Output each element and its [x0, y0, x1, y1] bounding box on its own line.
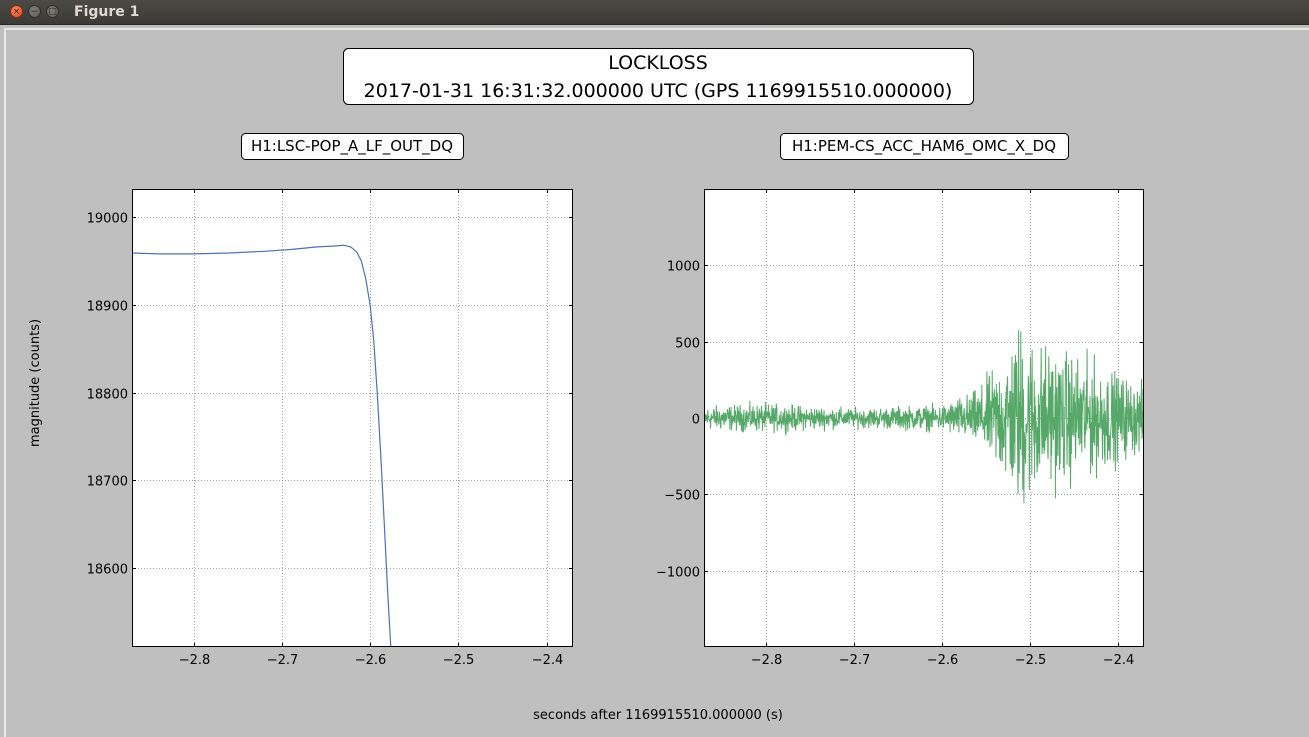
- maximize-icon: □: [48, 7, 57, 17]
- y-tick-label: 19000: [87, 212, 128, 227]
- x-tick-label: −2.5: [443, 653, 475, 668]
- y-tick-label: −1000: [656, 566, 700, 581]
- y-axis-label: magnitude (counts): [28, 319, 43, 447]
- window-title: Figure 1: [74, 4, 140, 20]
- axes-frame: [704, 189, 1144, 647]
- left-axes-title-box: [241, 133, 464, 160]
- y-tick-label: 1000: [667, 260, 700, 275]
- y-tick-label: 500: [675, 337, 700, 352]
- maximize-window-button[interactable]: □: [46, 5, 59, 18]
- right-axes-title: H1:PEM-CS_ACC_HAM6_OMC_X_DQ: [792, 137, 1056, 156]
- close-window-button[interactable]: ×: [10, 5, 23, 18]
- y-tick-label: 18900: [87, 300, 128, 315]
- x-tick-label: −2.4: [1103, 653, 1135, 668]
- close-icon: ×: [12, 7, 21, 17]
- x-tick-label: −2.8: [179, 653, 211, 668]
- y-tick-label: −500: [664, 489, 700, 504]
- plot-area: [132, 189, 573, 647]
- x-tick-label: −2.6: [355, 653, 387, 668]
- x-tick-label: −2.7: [839, 653, 871, 668]
- minimize-icon: −: [30, 7, 39, 17]
- y-tick-label: 18800: [87, 388, 128, 403]
- window-titlebar: × − □ Figure 1: [0, 0, 1309, 25]
- suptitle-line1: LOCKLOSS: [608, 52, 708, 74]
- figure-canvas-frame: [4, 28, 1309, 737]
- x-axis-label: seconds after 1169915510.000000 (s): [533, 708, 783, 723]
- left-axes-title: H1:LSC-POP_A_LF_OUT_DQ: [251, 137, 453, 156]
- series-line: [704, 330, 1144, 504]
- right-axes-title-box: [780, 133, 1069, 160]
- x-tick-label: −2.7: [267, 653, 299, 668]
- x-tick-label: −2.4: [532, 653, 564, 668]
- minimize-window-button[interactable]: −: [28, 5, 41, 18]
- y-tick-label: 0: [692, 413, 700, 428]
- suptitle-box: [343, 48, 974, 105]
- y-tick-label: 18700: [87, 475, 128, 490]
- y-tick-label: 18600: [87, 563, 128, 578]
- right-axes: −2.8 −2.7 −2.6 −2.5 −2.4 −1000 −500 0 500 1000: [656, 189, 1144, 668]
- left-axes: −2.8 −2.7 −2.6 −2.5 −2.4 18600 18700 18800 18900…: [87, 189, 573, 668]
- series-line: [132, 244, 392, 647]
- x-tick-label: −2.8: [751, 653, 783, 668]
- suptitle-line2: 2017-01-31 16:31:32.000000 UTC (GPS 1169…: [364, 80, 953, 102]
- x-tick-label: −2.6: [927, 653, 959, 668]
- axes-frame: [132, 189, 573, 647]
- x-tick-label: −2.5: [1015, 653, 1047, 668]
